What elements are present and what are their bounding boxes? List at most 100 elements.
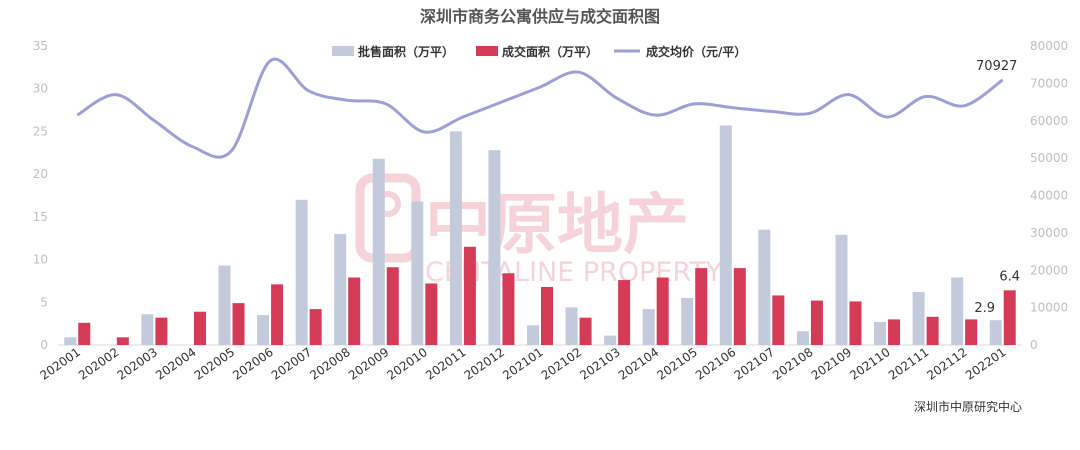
- bar-supply: [449, 131, 462, 345]
- bar-deal: [271, 284, 284, 345]
- y-right-tick-label: 60000: [1030, 114, 1068, 128]
- chart-title: 深圳市商务公寓供应与成交面积图: [420, 7, 660, 26]
- bars-group: [64, 125, 1016, 345]
- y-right-tick-label: 40000: [1030, 189, 1068, 203]
- source-note: 深圳市中原研究中心: [914, 399, 1022, 414]
- bar-deal: [888, 319, 901, 345]
- bar-deal: [965, 319, 978, 345]
- bar-deal: [232, 303, 245, 345]
- x-tick-label: 202005: [192, 345, 238, 383]
- bar-supply: [334, 233, 347, 345]
- y-left-tick-label: 10: [33, 253, 48, 267]
- legend-swatch-supply: [332, 46, 354, 56]
- legend-label-price: 成交均价（元/平）: [646, 44, 746, 59]
- x-tick-label: 202110: [847, 345, 893, 383]
- bar-supply: [951, 277, 964, 345]
- bar-supply: [257, 315, 270, 345]
- legend: 批售面积（万平） 成交面积（万平） 成交均价（元/平）: [332, 44, 746, 59]
- bar-supply: [218, 265, 231, 345]
- x-tick-label: 202003: [115, 345, 161, 383]
- bar-deal: [116, 337, 129, 345]
- bar-deal: [926, 316, 939, 345]
- x-tick-label: 202201: [963, 345, 1009, 383]
- x-axis-labels: 2020012020022020032020042020052020062020…: [37, 345, 1008, 383]
- y-right-tick-label: 20000: [1030, 263, 1068, 277]
- x-tick-label: 202002: [76, 345, 122, 383]
- y-right-tick-label: 0: [1030, 338, 1038, 352]
- bar-supply: [565, 307, 578, 345]
- bar-supply: [411, 201, 424, 345]
- bar-deal: [348, 277, 361, 345]
- x-tick-label: 202107: [732, 345, 778, 383]
- x-tick-label: 202112: [924, 345, 970, 383]
- x-tick-label: 202103: [577, 345, 623, 383]
- bar-deal: [695, 268, 708, 345]
- y-left-tick-label: 15: [33, 210, 48, 224]
- x-tick-label: 202010: [384, 345, 430, 383]
- bar-deal: [541, 286, 553, 345]
- bar-supply: [642, 309, 655, 345]
- y-right-tick-label: 50000: [1030, 151, 1068, 165]
- bar-deal: [425, 283, 438, 345]
- bar-deal: [386, 267, 399, 345]
- bar-supply: [719, 125, 732, 345]
- bar-supply: [912, 292, 925, 345]
- bar-deal: [155, 317, 168, 345]
- bar-supply: [141, 314, 154, 345]
- bar-deal: [193, 311, 206, 345]
- x-tick-label: 202101: [500, 345, 546, 383]
- legend-swatch-deal: [476, 46, 498, 56]
- price-data-label: 70927: [976, 59, 1017, 74]
- y-left-tick-label: 25: [33, 124, 48, 138]
- bar-deal: [502, 273, 515, 345]
- bar-deal: [618, 280, 631, 345]
- y-left-tick-label: 35: [33, 39, 48, 53]
- bar-supply: [835, 234, 848, 345]
- bar-deal: [463, 246, 476, 345]
- y-left-tick-label: 30: [33, 82, 48, 96]
- y-left-tick-label: 5: [40, 295, 48, 309]
- y-right-tick-label: 30000: [1030, 226, 1068, 240]
- bar-deal: [78, 322, 91, 345]
- bar-supply: [527, 325, 539, 345]
- left-axis: 0 5 10 15 20 25 30 35: [33, 39, 48, 352]
- supply-data-label: 2.9: [974, 301, 995, 316]
- bar-supply: [758, 229, 771, 345]
- y-right-tick-label: 70000: [1030, 76, 1068, 90]
- bar-deal: [579, 317, 592, 345]
- bar-deal: [309, 309, 322, 345]
- price-line: [76, 57, 1004, 159]
- x-tick-label: 202104: [616, 345, 662, 383]
- bar-supply: [604, 335, 617, 345]
- bar-deal: [1003, 290, 1016, 345]
- x-tick-label: 202111: [886, 345, 932, 383]
- x-tick-label: 202108: [770, 345, 816, 383]
- bar-deal: [772, 295, 785, 345]
- bar-supply: [295, 199, 308, 345]
- legend-label-deal: 成交面积（万平）: [502, 44, 598, 59]
- x-tick-label: 202106: [693, 345, 739, 383]
- watermark-logo: [355, 173, 421, 263]
- x-tick-label: 202011: [423, 345, 469, 383]
- bar-supply: [488, 150, 501, 345]
- x-tick-label: 202007: [269, 345, 315, 383]
- x-tick-label: 202009: [346, 345, 392, 383]
- x-tick-label: 202102: [539, 345, 585, 383]
- bar-deal: [733, 268, 746, 345]
- bar-supply: [989, 320, 1002, 345]
- bar-deal: [810, 300, 823, 345]
- bar-supply: [64, 337, 77, 345]
- x-tick-label: 202008: [307, 345, 353, 383]
- y-right-tick-label: 10000: [1030, 301, 1068, 315]
- x-tick-label: 202006: [230, 345, 276, 383]
- x-tick-label: 202012: [462, 345, 508, 383]
- deal-data-label: 6.4: [999, 269, 1020, 284]
- y-left-tick-label: 0: [40, 338, 48, 352]
- y-right-tick-label: 80000: [1030, 39, 1068, 53]
- data-labels: 70927 2.9 6.4: [974, 59, 1020, 316]
- bar-supply: [681, 298, 694, 345]
- bar-deal: [656, 277, 669, 345]
- y-left-tick-label: 20: [33, 167, 48, 181]
